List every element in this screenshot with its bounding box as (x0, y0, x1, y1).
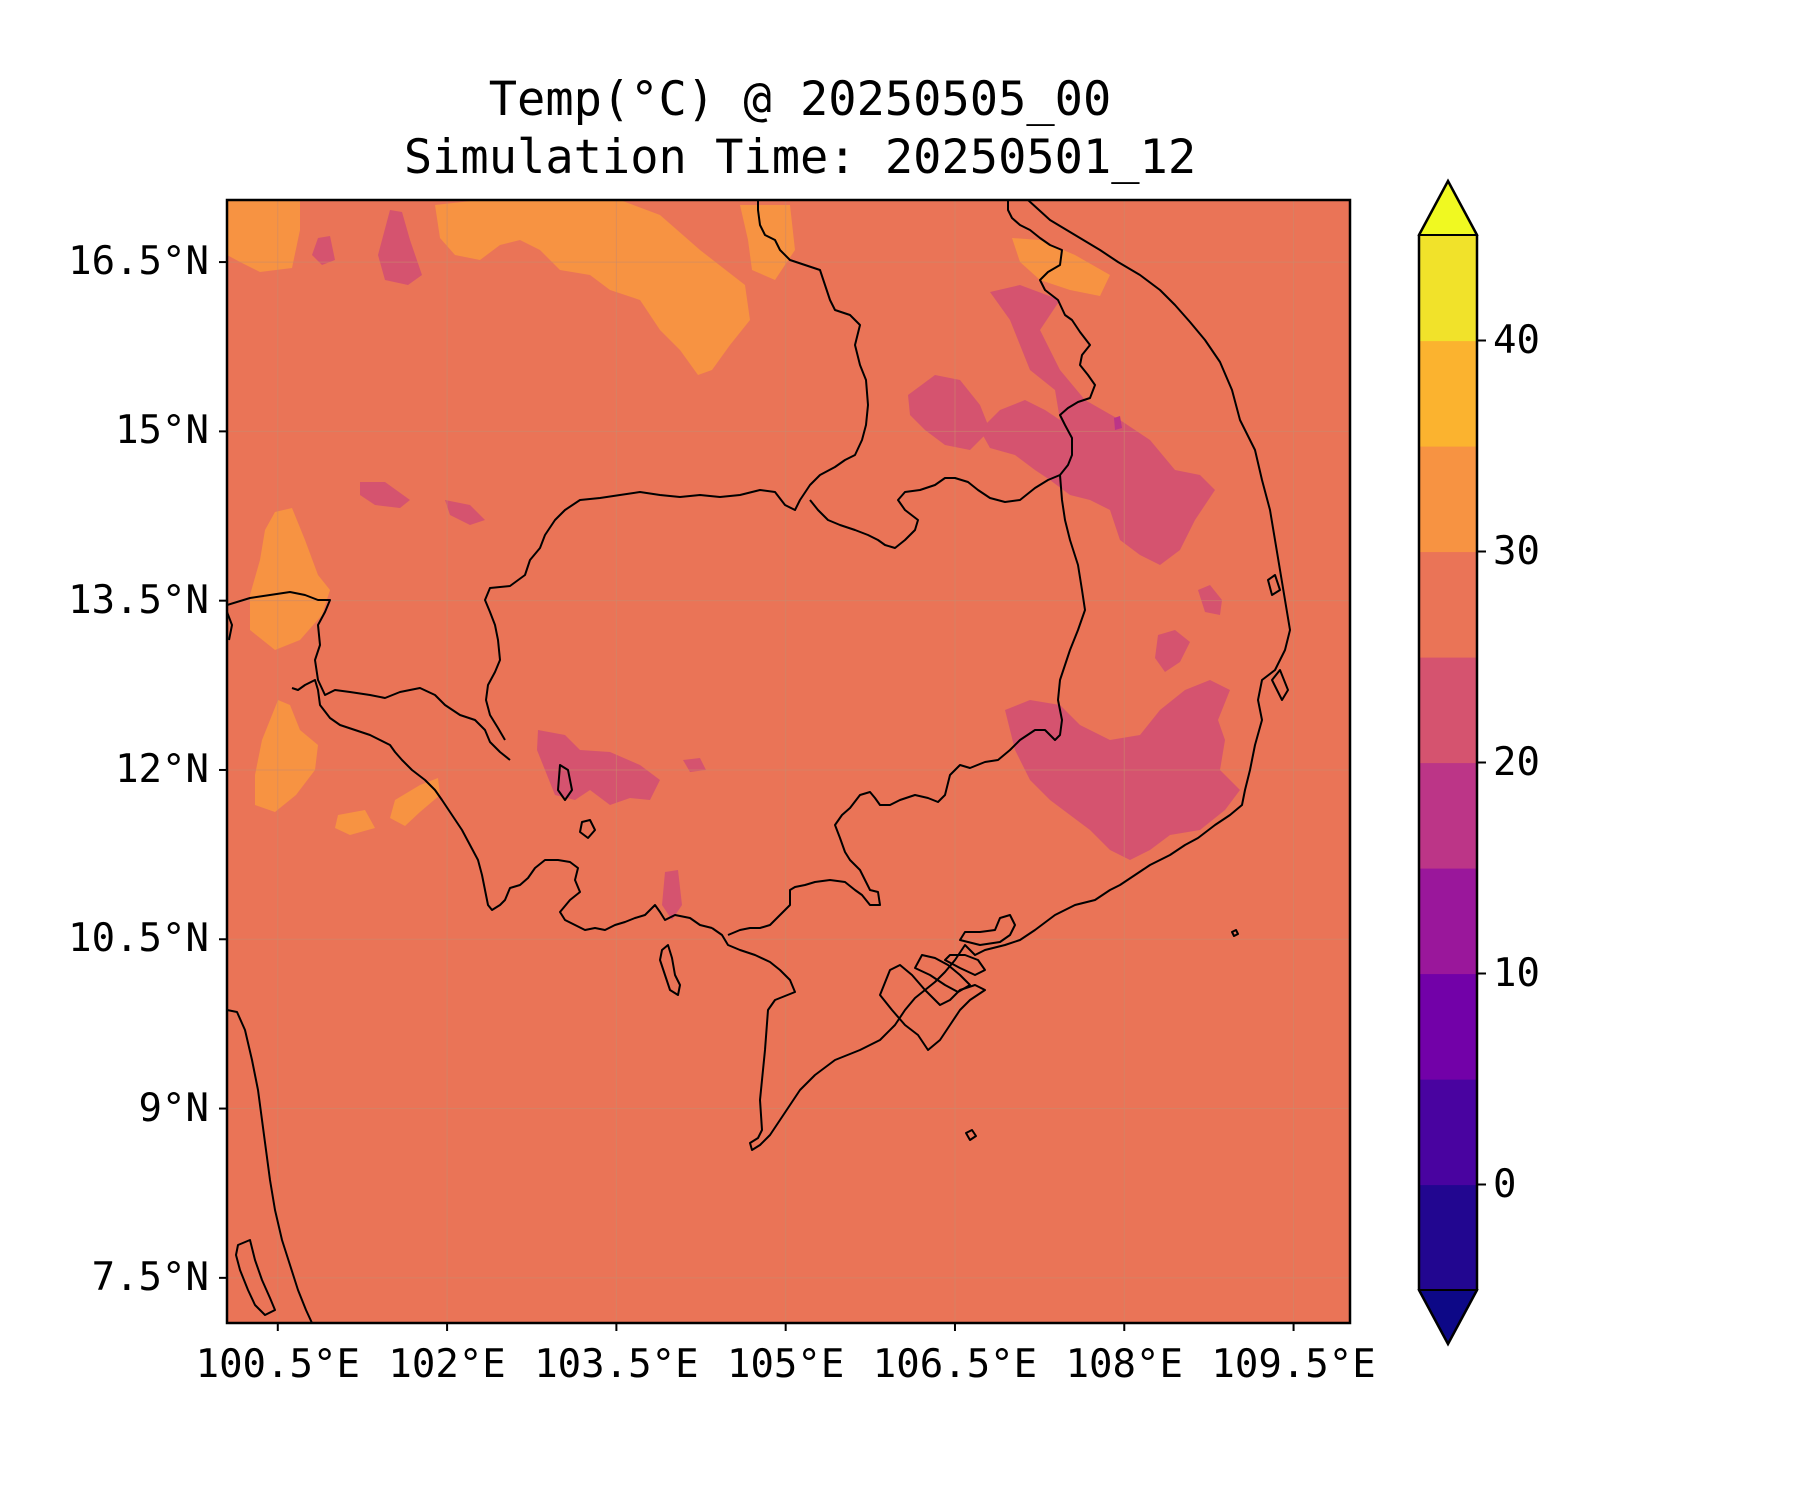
contour-20-25-central-vn-2 (1198, 585, 1222, 615)
x-tick-label: 108°E (1065, 1342, 1183, 1387)
map-frame (225, 198, 1352, 1325)
coastline-vietnam (711, 200, 1291, 1151)
coastline-thailand-nw (227, 611, 233, 641)
colorbar-tick-label: 0 (1493, 1161, 1517, 1207)
contour-30-35-ne (1012, 238, 1110, 296)
y-tick-label: 16.5°N (68, 239, 209, 285)
y-tick-label: 10.5°N (68, 916, 209, 962)
colorbar-segment (1419, 1184, 1477, 1291)
contour-30-35-north-2 (435, 200, 750, 375)
border-cambodia-east (809, 200, 1096, 549)
contour-20-25-north-w2 (312, 236, 335, 265)
colorbar-extend-min (1417, 1289, 1479, 1347)
x-tick-label: 109.5°E (1211, 1342, 1376, 1387)
colorbar (1417, 178, 1486, 1347)
island-malaysia (235, 1239, 276, 1316)
colorbar-segment (1419, 973, 1477, 1080)
y-tick-label: 7.5°N (91, 1254, 209, 1300)
mekong-delta-1 (879, 964, 986, 1051)
colorbar-extend-max (1417, 178, 1479, 236)
coastline-gulf (291, 679, 713, 931)
contour-20-25-small-1 (360, 482, 410, 508)
island-small-2 (965, 1129, 977, 1141)
x-tick-label: 106.5°E (872, 1342, 1038, 1387)
colorbar-segment (1419, 446, 1477, 553)
map-title-line2: Simulation Time: 20250501_12 (403, 130, 1197, 185)
contour-30-35-east-thai-2 (255, 700, 318, 812)
colorbar-tick-label: 10 (1493, 950, 1540, 996)
mekong-delta-4 (959, 914, 1016, 946)
colorbar-segment (1419, 868, 1477, 975)
map-title-line1: Temp(°C) @ 20250505_00 (488, 72, 1112, 127)
colorbar-segment (1419, 551, 1477, 658)
coastlines-borders (227, 200, 1291, 1323)
colorbar-segment (1419, 762, 1477, 869)
x-tick-label: 100.5°E (195, 1342, 360, 1387)
island-vn-coast-1 (1271, 669, 1289, 701)
contour-20-25-small-3 (662, 870, 682, 920)
island-phu-quoc (659, 944, 681, 996)
coastline-thailand-west (227, 1009, 313, 1323)
mekong-delta-2 (914, 954, 971, 993)
contour-20-25-small-2 (445, 500, 485, 525)
contour-20-25-north-w (378, 210, 422, 285)
border-thai-cambodia (227, 591, 511, 761)
contour-20-25-central-vn (1155, 630, 1190, 672)
colorbar-tick-label: 40 (1493, 317, 1540, 363)
colorbar-segment (1419, 1079, 1477, 1186)
y-tick-label: 15°N (115, 408, 209, 454)
contour-20-25-highlands (980, 285, 1215, 565)
y-tick-label: 9°N (138, 1085, 209, 1131)
colorbar-tick-label: 30 (1493, 528, 1540, 574)
island-koh-kong (557, 764, 573, 801)
grid-lines (227, 200, 1350, 1323)
axis-ticks (219, 261, 1295, 1331)
contour-regions (227, 200, 1240, 920)
colorbar-segment (1419, 235, 1477, 342)
island-vn-coast-2 (1267, 574, 1281, 596)
border-cambodia-north (484, 200, 869, 741)
island-small-3 (1231, 929, 1239, 937)
contour-15-20-spot (1114, 416, 1122, 430)
colorbar-segment (1419, 340, 1477, 447)
colorbar-segment (1419, 657, 1477, 764)
contour-30-35-east-thai-3 (335, 810, 375, 835)
mekong-delta-3 (944, 954, 986, 976)
colorbar-outline (1417, 178, 1479, 1347)
contour-30-35-north-3 (740, 205, 795, 280)
x-tick-label: 102°E (388, 1342, 506, 1387)
y-tick-label: 12°N (115, 746, 209, 792)
contour-20-25-small-4 (683, 758, 706, 772)
y-tick-label: 13.5°N (68, 577, 209, 623)
contour-20-25-cardamom (537, 730, 660, 805)
colorbar-tick-label: 20 (1493, 739, 1540, 785)
border-cambodia-vietnam (727, 474, 1086, 936)
x-tick-label: 105°E (726, 1342, 845, 1387)
island-small-1 (579, 819, 596, 839)
contour-30-35-east-thai (250, 508, 330, 650)
contour-30-35-east-thai-4 (390, 778, 440, 826)
contour-30-35-north (227, 200, 300, 272)
x-tick-label: 103.5°E (534, 1342, 699, 1387)
map-panel (225, 198, 1352, 1325)
